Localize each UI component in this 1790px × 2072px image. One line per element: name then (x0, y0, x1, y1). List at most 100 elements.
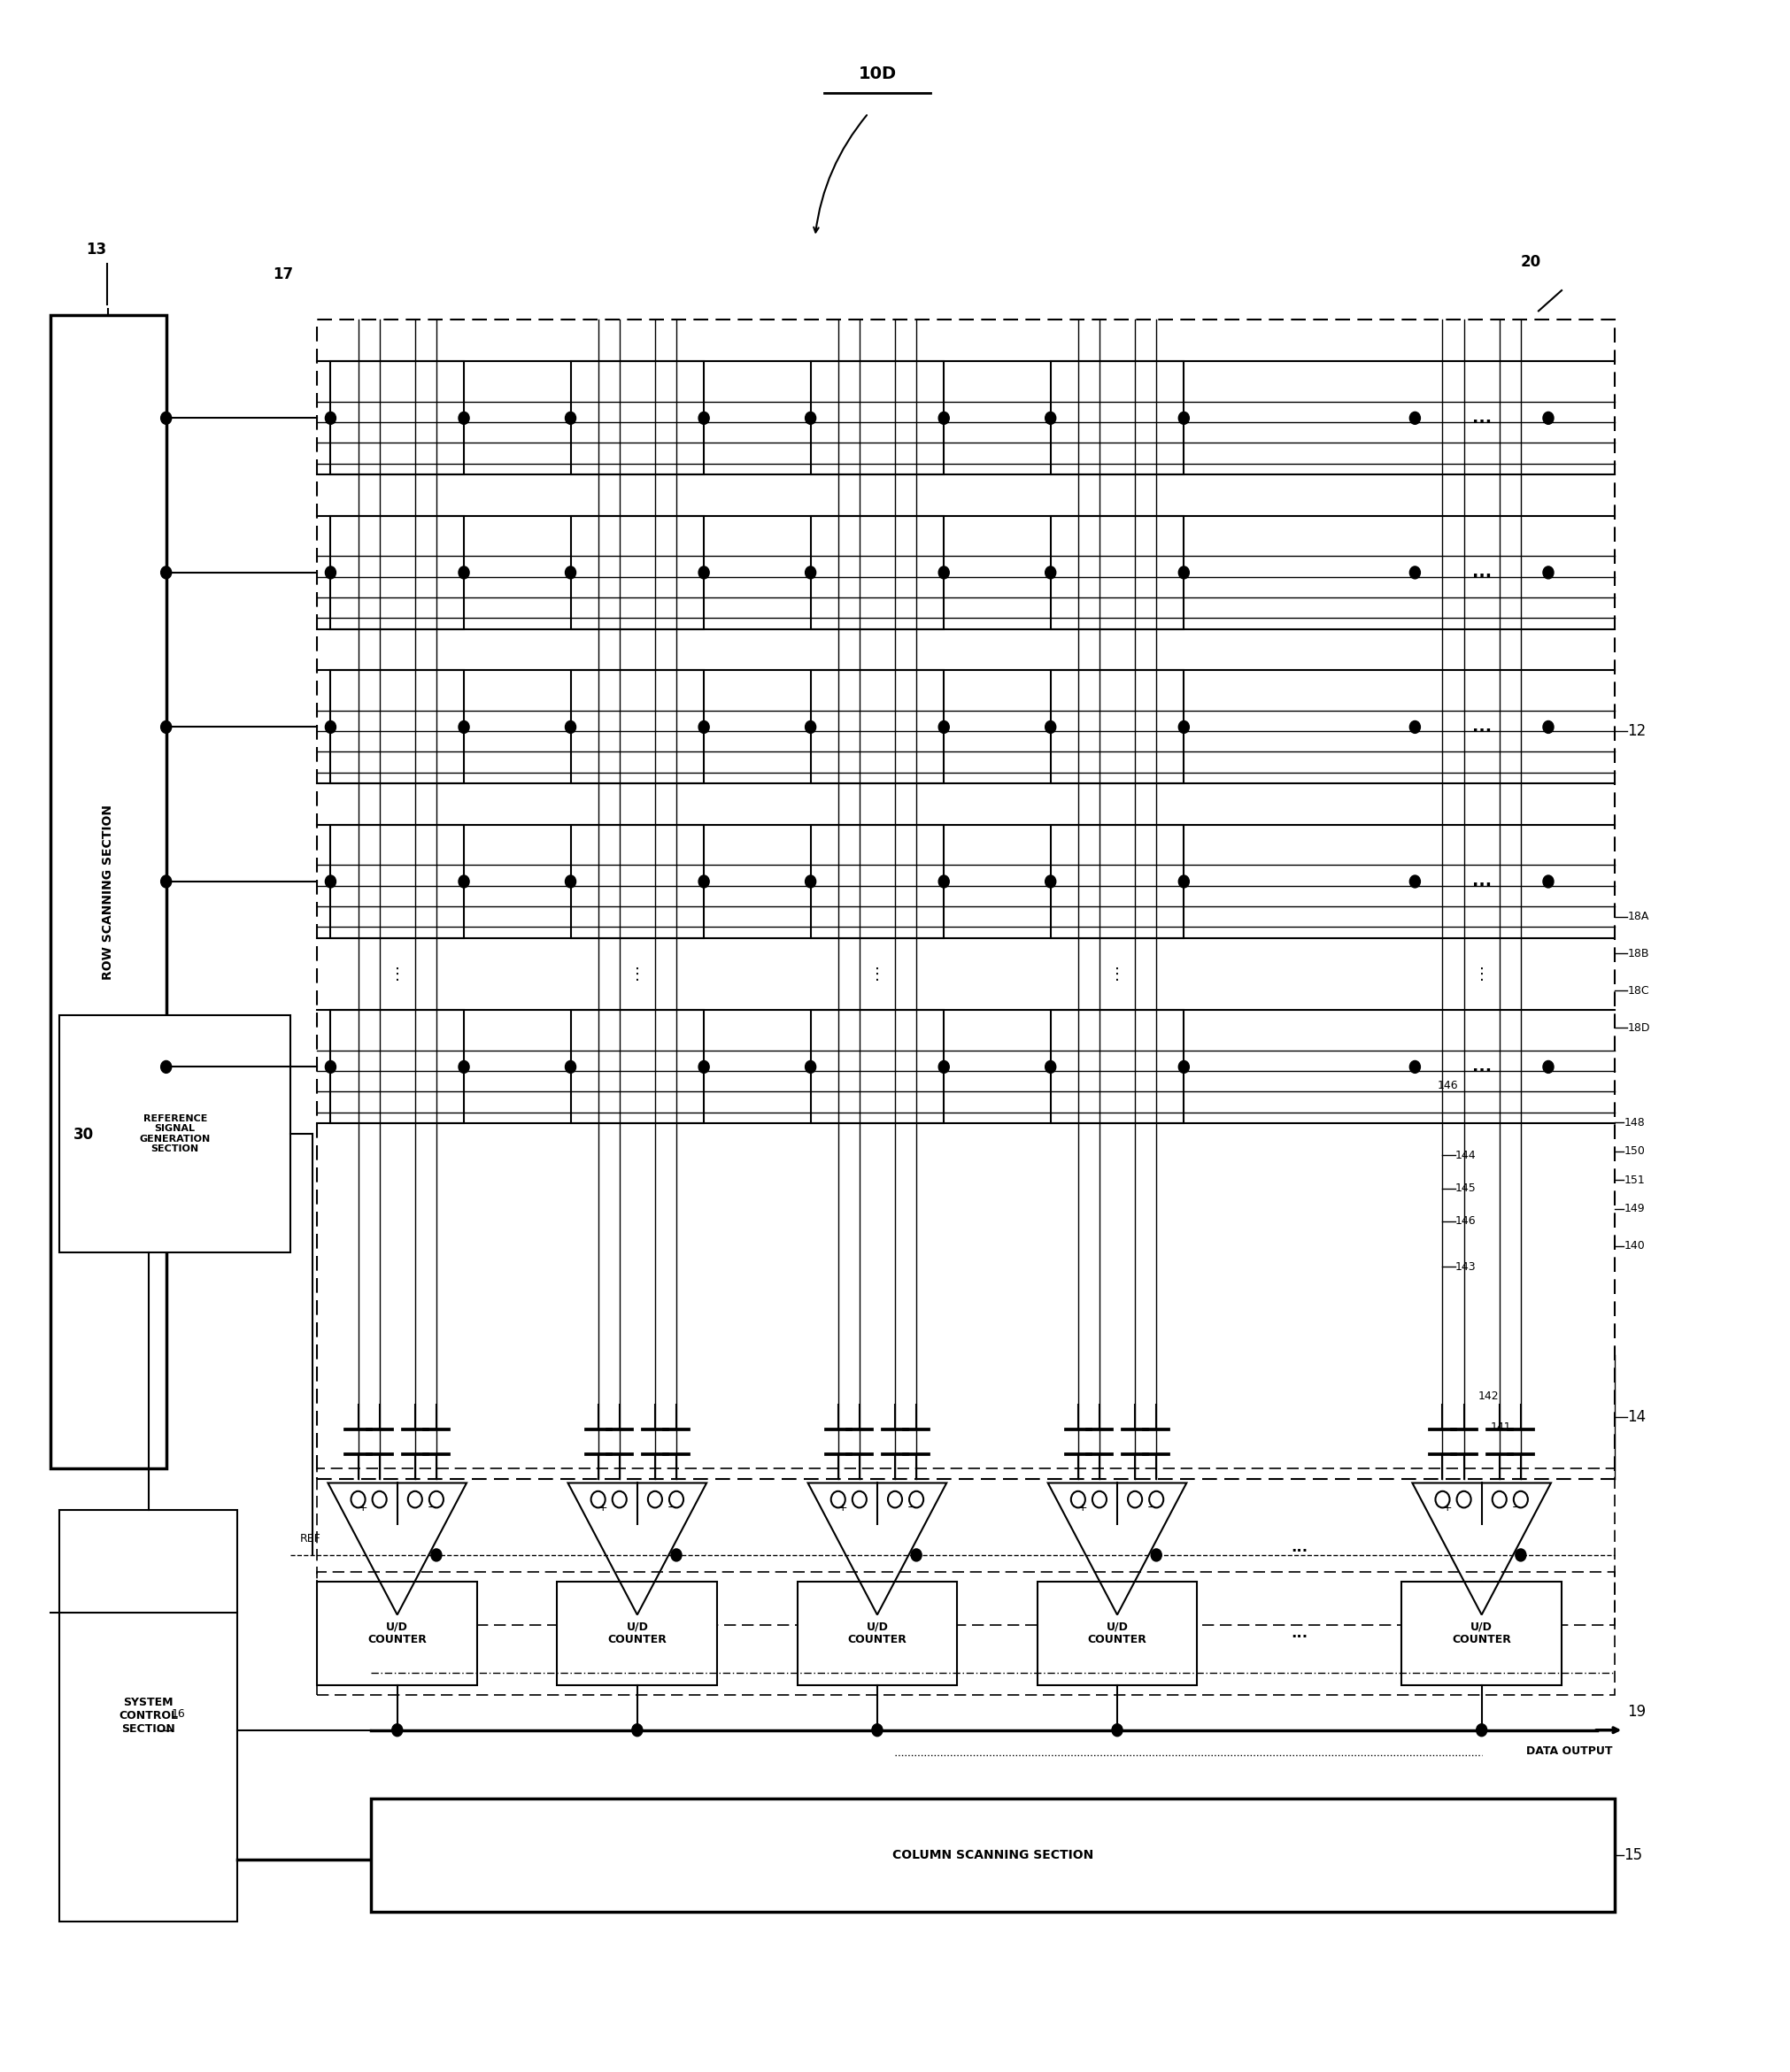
Text: 13: 13 (86, 242, 107, 257)
Bar (317, 319, 1615, 1479)
Circle shape (1112, 1724, 1122, 1736)
Circle shape (392, 1724, 403, 1736)
Circle shape (1516, 1550, 1527, 1560)
Text: ...: ... (1471, 719, 1491, 736)
Text: −: − (1147, 1502, 1156, 1513)
Circle shape (698, 566, 709, 578)
Circle shape (326, 721, 337, 733)
Text: 15: 15 (1624, 1846, 1643, 1863)
Circle shape (351, 1492, 365, 1508)
Circle shape (1178, 721, 1189, 733)
Circle shape (938, 721, 949, 733)
Circle shape (806, 874, 816, 887)
Text: 12: 12 (1627, 723, 1647, 740)
Text: +: + (1078, 1502, 1087, 1513)
Text: ...: ... (1471, 1059, 1491, 1075)
Circle shape (1178, 566, 1189, 578)
Bar (59, 1510, 238, 1921)
Circle shape (326, 1061, 337, 1073)
Circle shape (430, 1492, 444, 1508)
Text: REF: REF (299, 1533, 320, 1546)
Circle shape (1178, 874, 1189, 887)
Text: 143: 143 (1455, 1262, 1477, 1272)
Circle shape (458, 874, 469, 887)
Circle shape (1092, 1492, 1106, 1508)
Text: SYSTEM
CONTROL
SECTION: SYSTEM CONTROL SECTION (118, 1697, 177, 1734)
Circle shape (806, 721, 816, 733)
Bar (1036, 1581, 1198, 1685)
Circle shape (1436, 1492, 1450, 1508)
Bar (1051, 361, 1183, 474)
Text: −: − (428, 1502, 437, 1513)
Text: 17: 17 (272, 265, 294, 282)
Circle shape (161, 721, 172, 733)
Circle shape (1543, 566, 1554, 578)
Text: ⋮: ⋮ (388, 966, 405, 982)
Bar (811, 825, 943, 939)
Circle shape (326, 412, 337, 425)
Text: ...: ... (1471, 872, 1491, 891)
Circle shape (1178, 412, 1189, 425)
Circle shape (1045, 1061, 1056, 1073)
Circle shape (671, 1550, 682, 1560)
Circle shape (1151, 1550, 1162, 1560)
Bar (1051, 516, 1183, 630)
Circle shape (888, 1492, 902, 1508)
Circle shape (326, 566, 337, 578)
Bar (371, 1798, 1615, 1910)
Text: 140: 140 (1624, 1241, 1645, 1251)
Text: 30: 30 (73, 1127, 95, 1144)
Circle shape (612, 1492, 626, 1508)
Circle shape (806, 566, 816, 578)
Circle shape (1411, 874, 1419, 887)
Circle shape (591, 1492, 605, 1508)
Text: 148: 148 (1624, 1117, 1645, 1129)
Text: ...: ... (1471, 410, 1491, 427)
Circle shape (911, 1550, 922, 1560)
Text: +: + (598, 1502, 607, 1513)
Circle shape (1411, 412, 1419, 425)
Text: ⋮: ⋮ (1473, 966, 1489, 982)
Circle shape (566, 874, 576, 887)
Text: 141: 141 (1491, 1421, 1511, 1434)
Text: 14: 14 (1627, 1409, 1647, 1426)
Circle shape (1411, 1061, 1419, 1073)
Bar (50, 315, 166, 1469)
Text: REFERENCE
SIGNAL
GENERATION
SECTION: REFERENCE SIGNAL GENERATION SECTION (140, 1115, 211, 1154)
Text: DATA OUTPUT: DATA OUTPUT (1527, 1745, 1613, 1757)
Circle shape (161, 566, 172, 578)
Circle shape (938, 566, 949, 578)
Circle shape (408, 1492, 422, 1508)
Bar (571, 825, 703, 939)
Circle shape (1128, 1492, 1142, 1508)
Bar (331, 1011, 464, 1123)
Circle shape (1457, 1492, 1471, 1508)
Text: 16: 16 (172, 1707, 186, 1720)
Text: 151: 151 (1624, 1175, 1645, 1185)
Circle shape (1178, 1061, 1189, 1073)
Text: ...: ... (1291, 1539, 1308, 1554)
Bar (317, 1581, 478, 1685)
Text: 146: 146 (1437, 1080, 1459, 1092)
Text: U/D
COUNTER: U/D COUNTER (848, 1620, 908, 1645)
Text: 19: 19 (1627, 1703, 1647, 1720)
Circle shape (1045, 566, 1056, 578)
Text: ⋮: ⋮ (1110, 966, 1126, 982)
Circle shape (566, 566, 576, 578)
Circle shape (698, 1061, 709, 1073)
Circle shape (806, 412, 816, 425)
Bar (331, 825, 464, 939)
Bar (811, 361, 943, 474)
Bar (571, 516, 703, 630)
Text: U/D
COUNTER: U/D COUNTER (1452, 1620, 1511, 1645)
Text: U/D
COUNTER: U/D COUNTER (1088, 1620, 1147, 1645)
Circle shape (1149, 1492, 1164, 1508)
Text: 18A: 18A (1627, 912, 1649, 922)
Circle shape (872, 1724, 882, 1736)
Circle shape (458, 1061, 469, 1073)
Bar (797, 1581, 958, 1685)
Circle shape (161, 874, 172, 887)
Circle shape (938, 1061, 949, 1073)
Text: ⋮: ⋮ (870, 966, 886, 982)
Text: +: + (1443, 1502, 1452, 1513)
